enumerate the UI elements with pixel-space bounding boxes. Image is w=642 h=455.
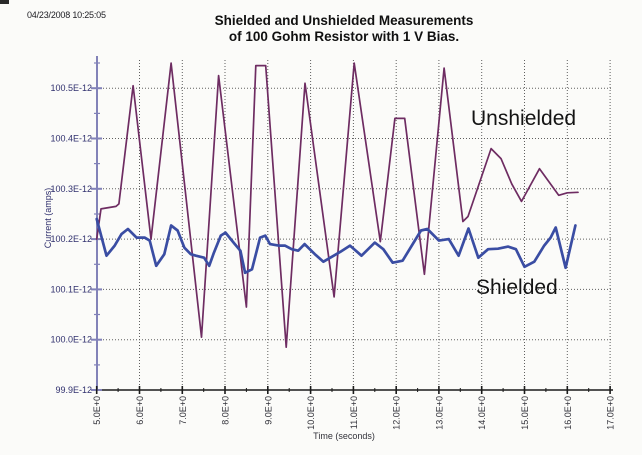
x-tick-label: 16.0E+0 xyxy=(563,396,573,430)
x-tick-label: 12.0E+0 xyxy=(392,396,402,430)
x-tick-label: 17.0E+0 xyxy=(606,396,616,430)
x-tick-label: 10.0E+0 xyxy=(306,396,316,430)
y-tick-label: 100.2E-12 xyxy=(50,234,92,244)
x-axis-title: Time (seconds) xyxy=(313,431,375,441)
shielded-series-label: Shielded xyxy=(476,276,558,299)
timestamp: 04/23/2008 10:25:05 xyxy=(27,10,106,20)
y-tick-label: 100.1E-12 xyxy=(50,284,92,294)
y-tick-label: 100.3E-12 xyxy=(50,184,92,194)
x-tick-label: 5.0E+0 xyxy=(92,396,102,425)
x-tick-label: 15.0E+0 xyxy=(520,396,530,430)
unshielded-series-label: Unshielded xyxy=(471,107,577,130)
y-tick-label: 100.4E-12 xyxy=(50,134,92,144)
y-axis-title: Current (amps) xyxy=(43,187,53,249)
chart-title: Shielded and Unshielded Measurements of … xyxy=(97,13,591,45)
shielded-line xyxy=(95,217,577,275)
y-tick-label: 99.9E-12 xyxy=(55,385,92,395)
x-tick-label: 6.0E+0 xyxy=(135,396,145,425)
x-tick-labels: 5.0E+0 6.0E+0 7.0E+0 8.0E+0 9.0E+0 10.0E+0 11.… xyxy=(92,396,615,430)
x-tick-label: 7.0E+0 xyxy=(178,396,188,425)
chart-title-line1: Shielded and Unshielded Measurements xyxy=(214,13,474,28)
y-tick-label: 100.0E-12 xyxy=(50,335,92,345)
axes xyxy=(91,56,613,394)
unshielded-line xyxy=(95,62,579,349)
x-tick-label: 9.0E+0 xyxy=(263,396,273,425)
x-tick-label: 8.0E+0 xyxy=(221,396,231,425)
x-tick-label: 13.0E+0 xyxy=(434,396,444,430)
chart-title-line2: of 100 Gohm Resistor with 1 V Bias. xyxy=(228,29,460,44)
y-tick-label: 100.5E-12 xyxy=(50,83,92,93)
x-tick-label: 11.0E+0 xyxy=(349,396,359,429)
screen-edge-artifact xyxy=(0,0,9,4)
y-tick-labels: 100.5E-12 100.4E-12 100.3E-12 100.2E-12 100.… xyxy=(50,83,92,395)
x-tick-label: 14.0E+0 xyxy=(477,396,487,430)
series-lines xyxy=(95,62,579,349)
